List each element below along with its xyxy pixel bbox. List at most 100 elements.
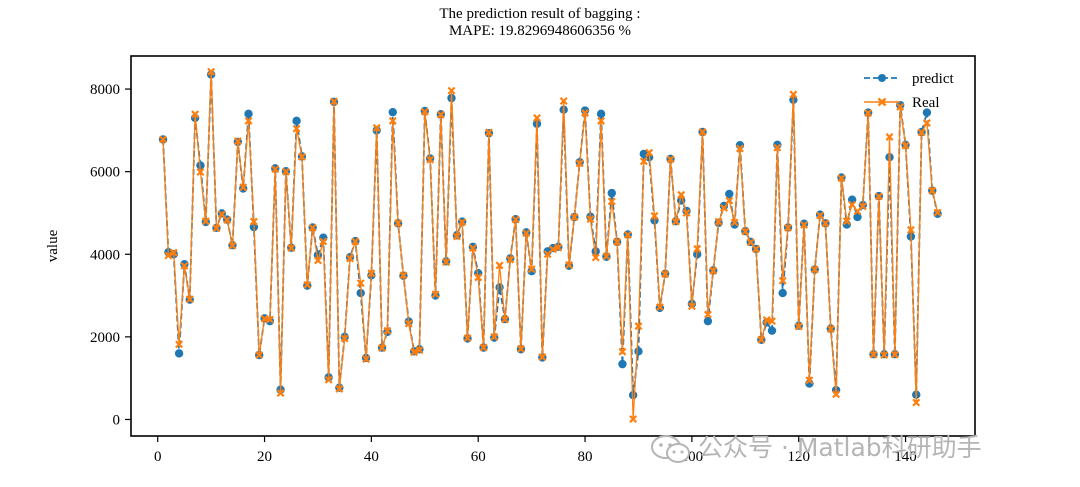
predict-point	[618, 359, 627, 369]
real-point	[313, 256, 322, 265]
real-point	[468, 244, 477, 253]
real-point	[655, 303, 664, 312]
watermark: 公众号 · Matlab科研助手	[650, 428, 982, 464]
real-point	[378, 344, 387, 352]
x-tick-label: 20	[257, 449, 272, 465]
real-point	[175, 340, 184, 349]
real-point	[207, 67, 216, 76]
real-point	[661, 270, 670, 279]
real-point	[463, 334, 472, 343]
predict-point	[896, 100, 905, 110]
real-point	[714, 217, 723, 226]
real-point	[810, 265, 819, 274]
plot-frame	[130, 55, 976, 437]
real-point	[896, 102, 905, 111]
predict-point	[703, 316, 713, 326]
real-point	[842, 217, 851, 226]
real-point	[869, 350, 878, 359]
real-point	[666, 155, 675, 164]
real-point	[890, 350, 899, 359]
real-point	[575, 159, 584, 168]
real-point	[351, 237, 360, 246]
real-point	[169, 248, 178, 257]
predict-point	[730, 220, 739, 229]
chart-title-line2: MAPE: 19.8296948606356 %	[448, 23, 632, 39]
real-point	[645, 148, 654, 157]
real-point	[276, 389, 285, 398]
real-point	[901, 141, 910, 150]
real-point	[233, 137, 242, 146]
real-point	[495, 261, 504, 270]
real-point	[912, 398, 921, 407]
real-point	[549, 245, 557, 254]
real-point	[452, 232, 461, 241]
real-point	[297, 152, 306, 161]
y-axis-label: value	[45, 229, 61, 262]
real-point	[607, 197, 616, 206]
real-point	[196, 168, 205, 177]
predict-point	[922, 108, 932, 117]
real-point	[410, 348, 419, 357]
real-point	[394, 219, 403, 228]
real-point	[356, 279, 365, 288]
real-point	[442, 258, 451, 267]
real-point	[522, 229, 531, 238]
real-point	[308, 223, 317, 232]
real-point	[559, 97, 568, 105]
x-tick-label: 60	[471, 449, 486, 465]
real-point	[789, 90, 798, 99]
real-point	[415, 346, 424, 355]
real-point	[500, 315, 509, 324]
real-point	[447, 86, 456, 95]
real-point	[191, 110, 200, 119]
real-point	[687, 302, 696, 311]
predict-point	[853, 212, 862, 222]
real-point	[287, 244, 296, 253]
real-point	[821, 219, 830, 228]
real-point	[479, 343, 488, 352]
real-point	[874, 192, 883, 201]
real-point	[741, 227, 750, 236]
real-point	[581, 109, 590, 117]
real-point	[906, 225, 915, 234]
real-point	[388, 116, 397, 125]
real-point	[426, 155, 435, 164]
real-point	[768, 317, 776, 326]
predict-point	[719, 201, 729, 211]
real-point	[319, 237, 328, 246]
real-point	[693, 244, 702, 253]
real-point	[458, 218, 467, 227]
real-point	[917, 128, 926, 137]
real-point	[281, 167, 290, 176]
predict-point	[174, 349, 184, 358]
predict-point	[767, 326, 777, 335]
real-point	[292, 124, 301, 133]
real-point	[362, 355, 371, 364]
real-point	[752, 244, 760, 253]
y-tick-label: 0	[113, 412, 121, 428]
real-point	[816, 211, 825, 220]
real-point	[506, 255, 515, 264]
predict-point	[607, 188, 616, 198]
x-tick-label: 140	[894, 449, 917, 465]
real-point	[698, 128, 707, 136]
real-point	[511, 215, 520, 224]
real-point	[794, 322, 803, 331]
real-point	[164, 251, 173, 260]
real-point	[591, 253, 600, 262]
predict-point	[180, 259, 189, 269]
real-point	[346, 254, 354, 263]
predict-point	[356, 288, 365, 298]
real-point	[372, 123, 381, 132]
x-tick-label: 0	[154, 449, 162, 465]
real-point	[324, 375, 333, 384]
real-point	[618, 347, 627, 356]
real-point	[586, 215, 595, 224]
real-point	[431, 290, 440, 299]
real-point	[757, 335, 766, 344]
real-point	[404, 319, 413, 328]
predict-point	[580, 106, 590, 115]
real-point	[340, 334, 349, 343]
real-point	[335, 384, 344, 393]
